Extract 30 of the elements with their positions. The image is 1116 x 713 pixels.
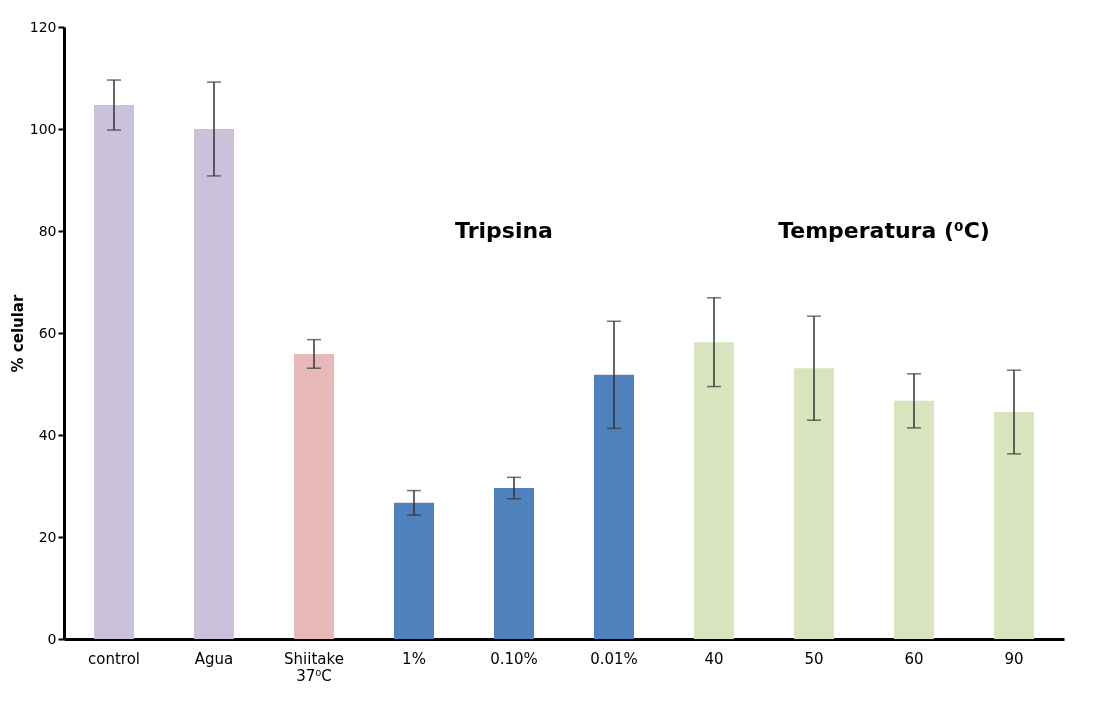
y-tick-label: 40 [38,426,57,443]
bar [194,129,234,639]
bar [694,342,734,639]
annotation: Temperatura (⁰C) [778,218,990,243]
y-tick-label: 20 [38,528,57,545]
x-tick-label: 50 [804,649,824,668]
bar [794,368,834,639]
annotation: Tripsina [455,218,553,243]
y-tick-label: 80 [38,222,57,239]
bar [494,488,534,639]
y-tick-label: 100 [29,120,57,137]
bar [994,412,1034,639]
x-tick-label: control [88,649,140,668]
bar [894,400,934,639]
bar [94,105,134,639]
y-tick-label: 60 [38,324,57,341]
y-tick-label: 0 [47,630,57,647]
x-tick-label: 40 [704,649,724,668]
x-tick-label: 0.10% [490,649,538,668]
x-tick-label: 1% [402,649,426,668]
y-axis-title: % celular [8,294,27,373]
x-tick-label: 60 [904,649,924,668]
bar [294,353,334,639]
x-tick-label: Agua [194,649,234,668]
x-tick-label: Shiitake 37⁰C [284,649,344,685]
x-tick-label: 0.01% [590,649,638,668]
bar [394,502,434,639]
y-tick-label: 120 [29,18,57,35]
bar [594,374,634,639]
x-tick-label: 90 [1004,649,1024,668]
